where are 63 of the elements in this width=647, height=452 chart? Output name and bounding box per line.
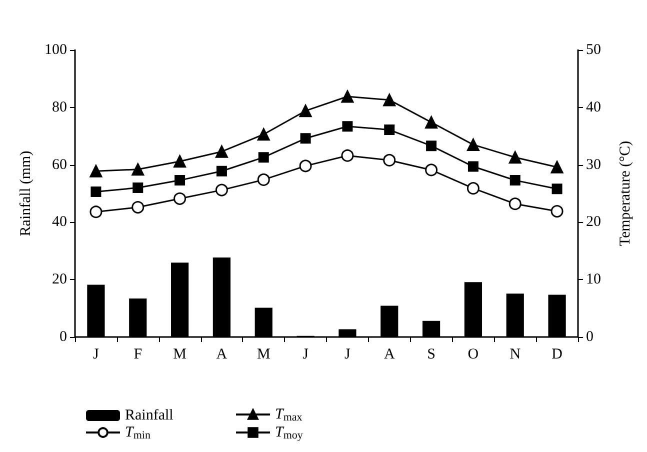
y-tick-label: 20 [52,272,67,288]
point [468,161,478,172]
point [552,184,562,194]
x-tick-label: M [256,346,270,362]
y2-tick-label: 0 [586,329,594,345]
point [299,104,312,118]
point [508,198,522,210]
point [90,164,102,178]
point [383,94,396,106]
point [215,145,228,158]
point [174,175,186,186]
point [426,140,437,152]
x-tick-label: J [302,346,309,362]
y-tick-label: 100 [44,42,67,58]
y2-tick-label: 20 [586,214,601,230]
y2-tick-label: 30 [586,156,601,173]
x-tick-label: N [510,346,521,362]
y-tick-label: 80 [52,99,67,116]
point [132,182,144,194]
point [342,121,353,132]
point [341,149,354,162]
point [90,186,102,198]
y2-axis-title: Temperature (°C) [618,140,634,246]
point [425,116,438,129]
point [466,138,480,151]
point [383,154,396,166]
x-tick-label: D [552,346,563,362]
point [174,192,186,205]
y-tick-label: 60 [52,156,67,173]
x-tick-label: S [427,346,436,362]
point [216,166,227,176]
legend-label: Rainfall [125,408,174,424]
x-tick-label: O [468,346,479,362]
point [257,173,270,186]
point [132,163,144,176]
point [550,205,564,218]
y-axis-title: Rainfall (mm) [18,150,34,236]
point [258,152,269,163]
point [215,184,228,196]
x-tick-label: J [344,346,351,362]
point [300,133,311,144]
x-tick-label: A [216,346,228,362]
point [299,160,312,172]
point [174,155,186,168]
x-tick-label: A [384,346,395,362]
point [384,124,395,136]
x-tick-label: F [134,346,142,362]
y-tick-label: 40 [52,214,67,230]
point [510,175,520,186]
point [90,206,102,218]
x-tick-label: J [93,346,100,362]
x-tick-label: M [173,346,186,362]
point [466,182,480,195]
point [257,128,270,141]
point [341,90,354,103]
point [550,160,564,174]
point [132,201,144,214]
y2-tick-label: 10 [586,272,601,288]
point [425,164,438,176]
y-tick-label: 0 [60,329,67,345]
y2-tick-label: 50 [586,42,601,58]
point [508,151,522,164]
y2-tick-label: 40 [586,99,601,116]
